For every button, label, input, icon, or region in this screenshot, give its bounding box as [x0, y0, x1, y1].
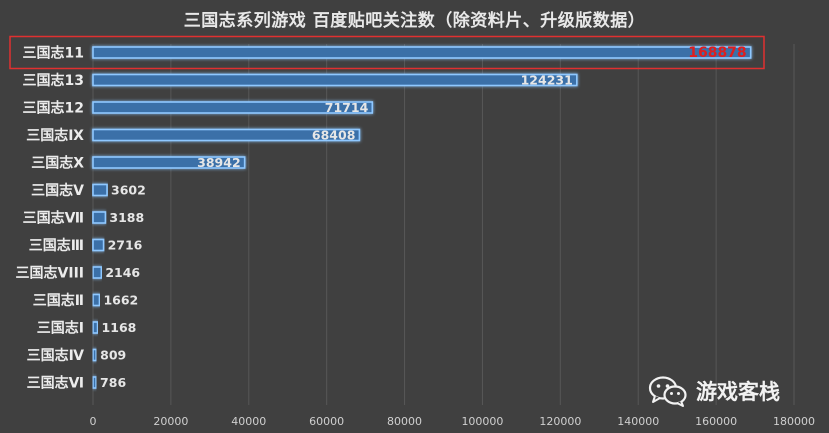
watermark: 游戏客栈 — [648, 374, 780, 408]
value-label: 71714 — [325, 100, 369, 115]
x-tick-label: 80000 — [387, 415, 422, 428]
bar — [92, 156, 246, 169]
category-label: 三国志Ⅲ — [29, 237, 84, 254]
chart-title: 三国志系列游戏 百度贴吧关注数（除资料片、升级版数据） — [183, 11, 646, 31]
bar — [92, 238, 105, 252]
x-tick-label: 140000 — [617, 415, 659, 428]
category-label: 三国志VIII — [16, 265, 84, 282]
bar — [92, 211, 107, 224]
category-label: 三国志11 — [23, 45, 84, 62]
bar — [92, 293, 101, 307]
category-label: 三国志13 — [23, 72, 84, 89]
bar — [92, 73, 578, 87]
x-tick-label: 100000 — [461, 415, 503, 428]
bars — [92, 46, 752, 389]
category-label: 三国志Ⅰ — [37, 320, 84, 337]
value-label: 124231 — [521, 73, 573, 88]
value-label: 2146 — [105, 265, 140, 280]
category-label: 三国志Ⅸ — [26, 127, 84, 144]
bar — [92, 348, 97, 362]
x-tick-label: 40000 — [231, 415, 266, 428]
bar — [92, 376, 97, 389]
category-label: 三国志Ⅴ — [31, 182, 84, 199]
x-tick-label: 120000 — [539, 415, 581, 428]
x-tick-label: 160000 — [695, 415, 737, 428]
x-tick-label: 60000 — [309, 415, 344, 428]
category-label: 三国志12 — [23, 100, 84, 117]
x-tick-label: 180000 — [773, 415, 815, 428]
bar — [92, 46, 752, 59]
category-label: 三国志Ⅶ — [23, 210, 84, 227]
value-label: 2716 — [108, 238, 143, 253]
value-label: 168878 — [688, 45, 746, 61]
x-tick-label: 20000 — [153, 415, 188, 428]
value-label: 1168 — [102, 320, 137, 335]
x-tick-label: 0 — [90, 415, 97, 428]
bar — [92, 183, 108, 197]
labels: 0 20000 40000 60000 80000 100000 120000 140000 1… — [9, 35, 815, 428]
bar — [92, 266, 103, 279]
value-label: 1662 — [103, 293, 138, 308]
value-label: 786 — [100, 375, 126, 390]
value-label: 38942 — [197, 155, 241, 170]
category-label: 三国志Ⅹ — [31, 155, 84, 172]
wechat-icon — [648, 376, 687, 407]
bar — [92, 321, 99, 334]
category-label: 三国志Ⅳ — [27, 347, 85, 364]
highlight-box — [9, 35, 765, 70]
value-label: 3602 — [111, 183, 146, 198]
value-label: 809 — [100, 348, 126, 363]
bar — [92, 101, 374, 114]
gridlines — [92, 44, 795, 405]
category-label: 三国志Ⅱ — [33, 292, 84, 309]
value-label: 68408 — [312, 128, 356, 143]
value-label: 3188 — [109, 210, 144, 225]
category-label: 三国志Ⅵ — [27, 375, 84, 392]
bar — [92, 128, 361, 142]
watermark-text: 游戏客栈 — [696, 380, 780, 404]
